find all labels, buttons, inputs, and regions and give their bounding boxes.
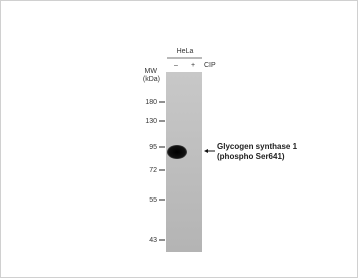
marker-label: 95 [149, 144, 157, 151]
blot-figure: HeLa – + CIP MW (kDa) Glycogen synthase … [0, 0, 358, 278]
marker-label: 72 [149, 167, 157, 174]
mw-label: MW [145, 68, 158, 75]
band [167, 145, 187, 159]
band-label: Glycogen synthase 1 [217, 142, 298, 151]
lane-label: – [174, 62, 178, 69]
mw-label: (kDa) [143, 76, 160, 83]
band-label: (phospho Ser641) [217, 152, 285, 161]
treatment-label: CIP [204, 62, 216, 69]
marker-label: 43 [149, 237, 157, 244]
lane-label: + [191, 62, 195, 69]
marker-label: 130 [145, 118, 157, 125]
marker-label: 180 [145, 99, 157, 106]
marker-label: 55 [149, 197, 157, 204]
sample-label: HeLa [177, 48, 194, 55]
gel-lane [166, 72, 202, 252]
